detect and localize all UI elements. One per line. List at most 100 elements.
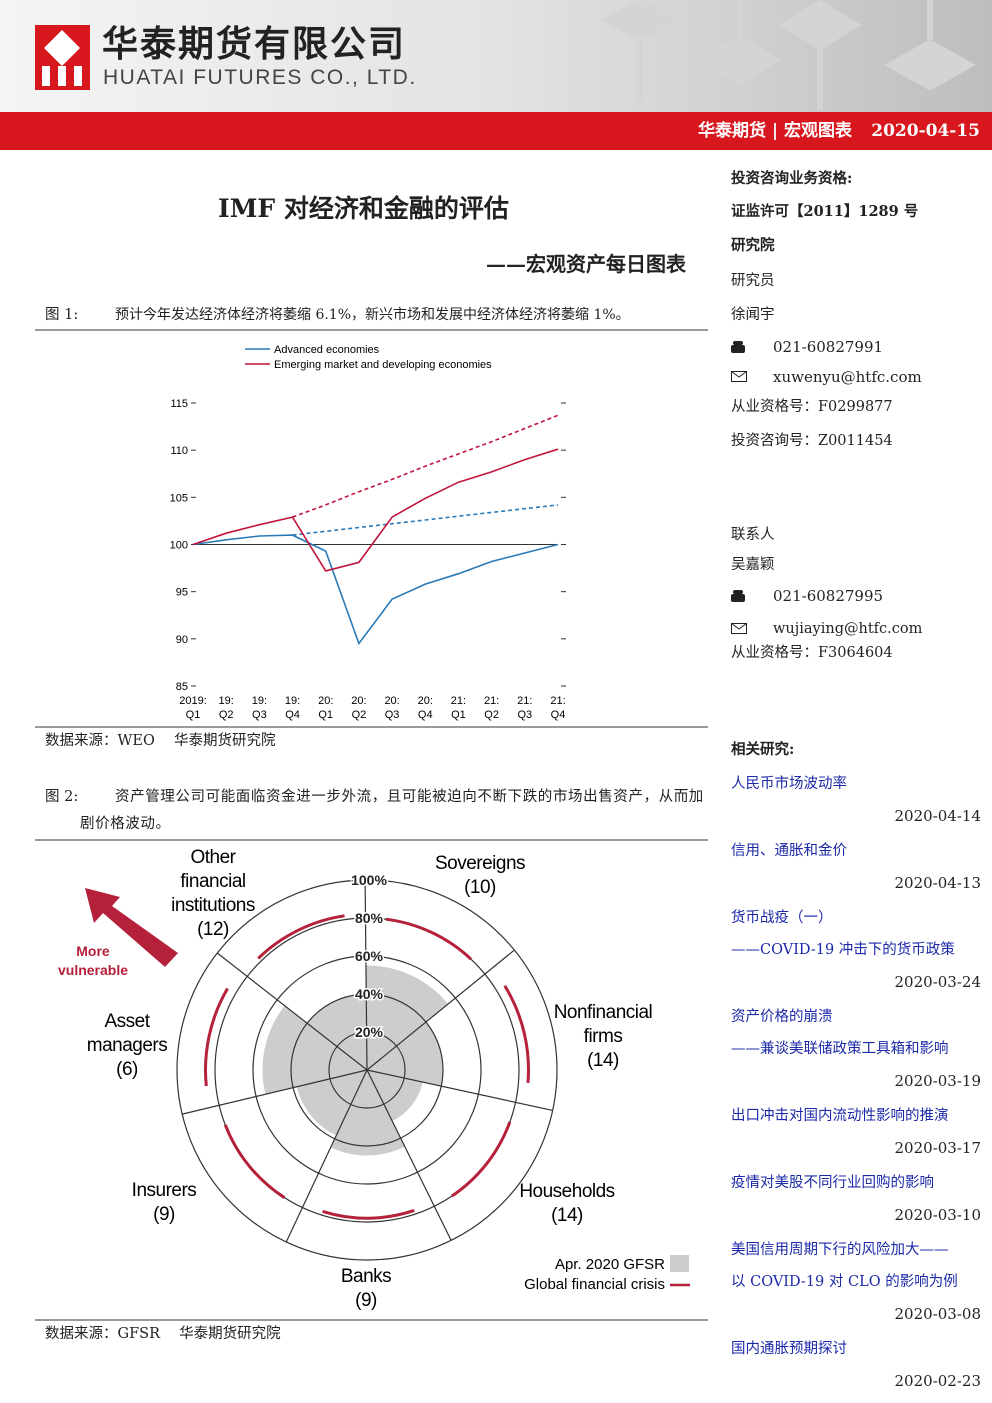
role: 研究员	[731, 273, 775, 289]
cert: 从业资格号：F0299877	[731, 399, 893, 415]
ring	[176, 879, 558, 1261]
divider	[366, 1069, 452, 1241]
x-tick-label: 2019: Q1	[179, 695, 207, 721]
figure-caption: 资产管理公司可能面临资金进一步外流，且可能被迫向不断下跌的市场出售资产，从而加剧…	[80, 789, 704, 832]
series-line	[292, 414, 559, 518]
email-icon	[731, 371, 747, 382]
ring-label: 80%	[355, 910, 384, 926]
banner: 华泰期货 | 宏观图表	[698, 121, 853, 141]
legend-label: Apr. 2020 GFSR	[555, 1256, 665, 1273]
related-title-line[interactable]: 国内通胀预期探讨	[731, 1341, 847, 1357]
phone: 021-60827991	[773, 338, 884, 356]
y-tick-label: 100	[170, 540, 188, 552]
related-title-line[interactable]: 货币战疫（一）	[731, 910, 833, 926]
contact: 吴嘉颖	[731, 557, 775, 573]
sector-label: Sovereigns (10)	[435, 853, 525, 898]
contact-role: 联系人	[731, 527, 775, 543]
divider	[285, 1069, 368, 1243]
x-tick-label: 20: Q2	[351, 695, 366, 721]
crisis-arc	[204, 987, 229, 1087]
title: IMF 对经济和金融的评估	[218, 194, 509, 223]
series-line	[192, 534, 559, 646]
related-title-line[interactable]: 人民币市场波动率	[731, 776, 847, 792]
subtitle: ——宏观资产每日图表	[486, 252, 686, 276]
crisis-arc	[223, 1124, 286, 1199]
phone-icon	[731, 590, 745, 602]
series-line	[192, 448, 559, 572]
institute: 研究院	[731, 237, 775, 254]
cert: 从业资格号：F3064604	[731, 645, 893, 661]
ring-label: 40%	[355, 986, 384, 1002]
sector-label: Banks (9)	[341, 1266, 391, 1311]
annotation: More vulnerable	[58, 943, 128, 978]
x-tick-label: 21: Q3	[517, 695, 532, 721]
annotation-arrow	[85, 888, 178, 967]
figure-source: 数据来源：WEO 华泰期货研究院	[45, 733, 276, 749]
wedge	[307, 994, 367, 1070]
divider	[182, 1069, 368, 1115]
x-tick-label: 20: Q3	[384, 695, 399, 721]
logo	[35, 25, 90, 90]
divider	[364, 880, 368, 1071]
related-title: 相关研究:	[731, 741, 795, 758]
y-tick-label: 105	[170, 492, 188, 504]
related-date: 2020-04-14	[894, 807, 981, 825]
advisory: 投资咨询号：Z0011454	[731, 433, 893, 449]
wedge	[330, 1070, 405, 1156]
figure-label: 图 2:	[45, 789, 79, 805]
phone: 021-60827995	[773, 587, 884, 605]
email: wujiaying@htfc.com	[773, 621, 923, 637]
ring-label: 100%	[351, 872, 387, 888]
legend-label: Global financial crisis	[524, 1276, 665, 1293]
figure-source: 数据来源：GFSR 华泰期货研究院	[45, 1326, 281, 1342]
x-tick-label: 21: Q2	[484, 695, 499, 721]
y-tick-label: 115	[170, 398, 188, 410]
x-tick-label: 21: Q4	[550, 695, 565, 721]
y-tick-label: 90	[176, 634, 188, 646]
email-icon	[731, 623, 747, 634]
email: xuwenyu@htfc.com	[773, 368, 922, 386]
x-tick-label: 21: Q1	[451, 695, 466, 721]
ring	[214, 917, 520, 1223]
x-tick-label: 20: Q4	[418, 695, 433, 721]
related-title-line[interactable]: 以 COVID-19 对 CLO 的影响为例	[731, 1274, 958, 1290]
wedge	[367, 1022, 443, 1087]
report-date: 2020-04-15	[871, 121, 980, 141]
figure-label: 图 1:	[45, 307, 79, 323]
sector-label: Asset managers (6)	[87, 1011, 168, 1080]
related-date: 2020-03-19	[894, 1072, 981, 1090]
crisis-arc	[257, 914, 345, 960]
y-tick-label: 110	[170, 445, 188, 457]
related-date: 2020-03-24	[894, 973, 981, 991]
related-title-line[interactable]: 信用、通胀和金价	[731, 843, 847, 859]
crisis-arc	[322, 1209, 415, 1220]
wedge	[262, 1005, 367, 1095]
ring	[252, 955, 482, 1185]
legend-label: Advanced economies	[274, 344, 380, 356]
sector-label: Other financial institutions (12)	[171, 847, 255, 940]
sector-label: Insurers (9)	[132, 1180, 197, 1225]
x-tick-label: 19: Q2	[219, 695, 234, 721]
related-date: 2020-03-08	[894, 1305, 981, 1323]
license: 证监许可【2011】1289 号	[731, 203, 919, 220]
related-title-line[interactable]: 出口冲击对国内流动性影响的推演	[731, 1108, 949, 1124]
related-date: 2020-03-17	[894, 1139, 981, 1157]
ring	[290, 993, 444, 1147]
crisis-arc	[451, 1121, 512, 1198]
sector-label: Nonfinancial firms (14)	[554, 1002, 653, 1071]
y-tick-label: 85	[176, 681, 188, 693]
ring-label: 20%	[355, 1024, 384, 1040]
company-cn: 华泰期货有限公司	[102, 23, 407, 64]
wedge	[365, 965, 449, 1070]
qualification: 投资咨询业务资格:	[731, 170, 853, 187]
figure-caption: 预计今年发达经济体经济将萎缩 6.1%，新兴市场和发展中经济体经济将萎缩 1%。	[115, 307, 630, 323]
related-title-line[interactable]: 疫情对美股不同行业回购的影响	[731, 1175, 934, 1191]
related-title-line[interactable]: 资产价格的崩溃	[731, 1009, 833, 1025]
related-title-line[interactable]: ——COVID-19 冲击下的货币政策	[731, 942, 955, 958]
related-title-line[interactable]: ——兼谈美联储政策工具箱和影响	[731, 1041, 949, 1057]
divider	[366, 1069, 553, 1112]
y-tick-label: 95	[176, 587, 188, 599]
x-tick-label: 19: Q3	[252, 695, 267, 721]
related-title-line[interactable]: 美国信用周期下行的风险加大——	[731, 1242, 949, 1258]
